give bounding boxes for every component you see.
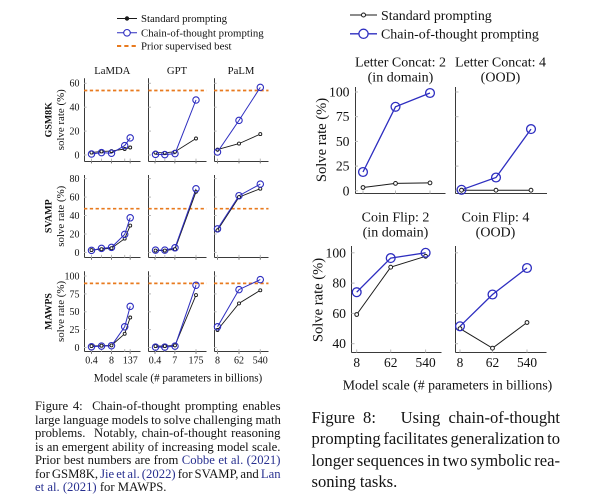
svg-text:40: 40 [332, 336, 346, 351]
svg-text:540: 540 [253, 356, 268, 367]
svg-text:Standard prompting: Standard prompting [141, 13, 228, 25]
svg-text:50: 50 [70, 307, 80, 318]
svg-text:80: 80 [70, 174, 80, 185]
svg-text:solve rate (%): solve rate (%) [55, 185, 67, 246]
svg-text:137: 137 [123, 356, 138, 367]
svg-text:(in domain): (in domain) [368, 71, 434, 86]
svg-text:Letter Concat: 4: Letter Concat: 4 [455, 56, 546, 71]
svg-text:8: 8 [109, 356, 114, 367]
svg-text:100: 100 [325, 245, 346, 260]
svg-text:50: 50 [336, 134, 350, 149]
svg-text:100: 100 [65, 271, 80, 282]
svg-text:0: 0 [75, 343, 80, 354]
svg-text:Standard prompting: Standard prompting [381, 9, 492, 24]
svg-text:(in domain): (in domain) [363, 226, 429, 241]
svg-text:(OOD): (OOD) [481, 71, 521, 86]
svg-text:Chain-of-thought prompting: Chain-of-thought prompting [141, 28, 264, 40]
svg-text:Solve rate (%): Solve rate (%) [311, 258, 327, 342]
svg-text:Model scale (# parameters in b: Model scale (# parameters in billions) [94, 373, 263, 385]
svg-text:8: 8 [215, 356, 220, 367]
svg-text:80: 80 [332, 276, 346, 291]
svg-text:60: 60 [332, 306, 346, 321]
svg-text:62: 62 [234, 356, 244, 367]
svg-text:0: 0 [343, 183, 350, 198]
svg-text:25: 25 [70, 325, 80, 336]
svg-text:7: 7 [172, 356, 177, 367]
svg-text:40: 40 [70, 103, 80, 114]
svg-text:62: 62 [486, 355, 499, 370]
svg-text:175: 175 [189, 356, 204, 367]
svg-text:Model scale (# parameters in b: Model scale (# parameters in billions) [343, 378, 553, 394]
svg-text:GPT: GPT [167, 65, 188, 77]
svg-text:60: 60 [70, 79, 80, 90]
svg-text:540: 540 [517, 355, 537, 370]
svg-text:8: 8 [353, 355, 360, 370]
svg-text:0.4: 0.4 [85, 356, 98, 367]
svg-text:0.4: 0.4 [149, 356, 162, 367]
svg-text:Coin Flip: 2: Coin Flip: 2 [362, 211, 430, 226]
svg-text:Chain-of-thought prompting: Chain-of-thought prompting [381, 28, 539, 43]
svg-text:20: 20 [70, 229, 80, 240]
svg-text:MAWPS: MAWPS [44, 293, 55, 330]
svg-text:Solve rate (%): Solve rate (%) [314, 98, 330, 182]
svg-text:GSM8K: GSM8K [44, 102, 55, 137]
svg-text:solve rate (%): solve rate (%) [55, 281, 67, 342]
svg-text:75: 75 [336, 109, 350, 124]
svg-text:solve rate (%): solve rate (%) [55, 89, 67, 150]
svg-text:PaLM: PaLM [228, 65, 255, 77]
svg-text:100: 100 [329, 85, 350, 100]
svg-text:Coin Flip: 4: Coin Flip: 4 [462, 211, 530, 226]
svg-text:SVAMP: SVAMP [44, 199, 55, 233]
svg-text:Letter Concat: 2: Letter Concat: 2 [355, 56, 446, 71]
svg-text:540: 540 [416, 355, 436, 370]
svg-text:62: 62 [384, 355, 397, 370]
svg-text:Prior supervised best: Prior supervised best [141, 41, 232, 53]
svg-text:LaMDA: LaMDA [94, 65, 130, 77]
svg-text:75: 75 [70, 289, 80, 300]
svg-text:20: 20 [70, 126, 80, 137]
svg-text:0: 0 [75, 248, 80, 259]
svg-text:0: 0 [75, 150, 80, 161]
svg-text:25: 25 [336, 159, 350, 174]
svg-text:(OOD): (OOD) [476, 226, 516, 241]
svg-text:40: 40 [70, 211, 80, 222]
svg-text:8: 8 [457, 355, 464, 370]
svg-text:60: 60 [70, 192, 80, 203]
